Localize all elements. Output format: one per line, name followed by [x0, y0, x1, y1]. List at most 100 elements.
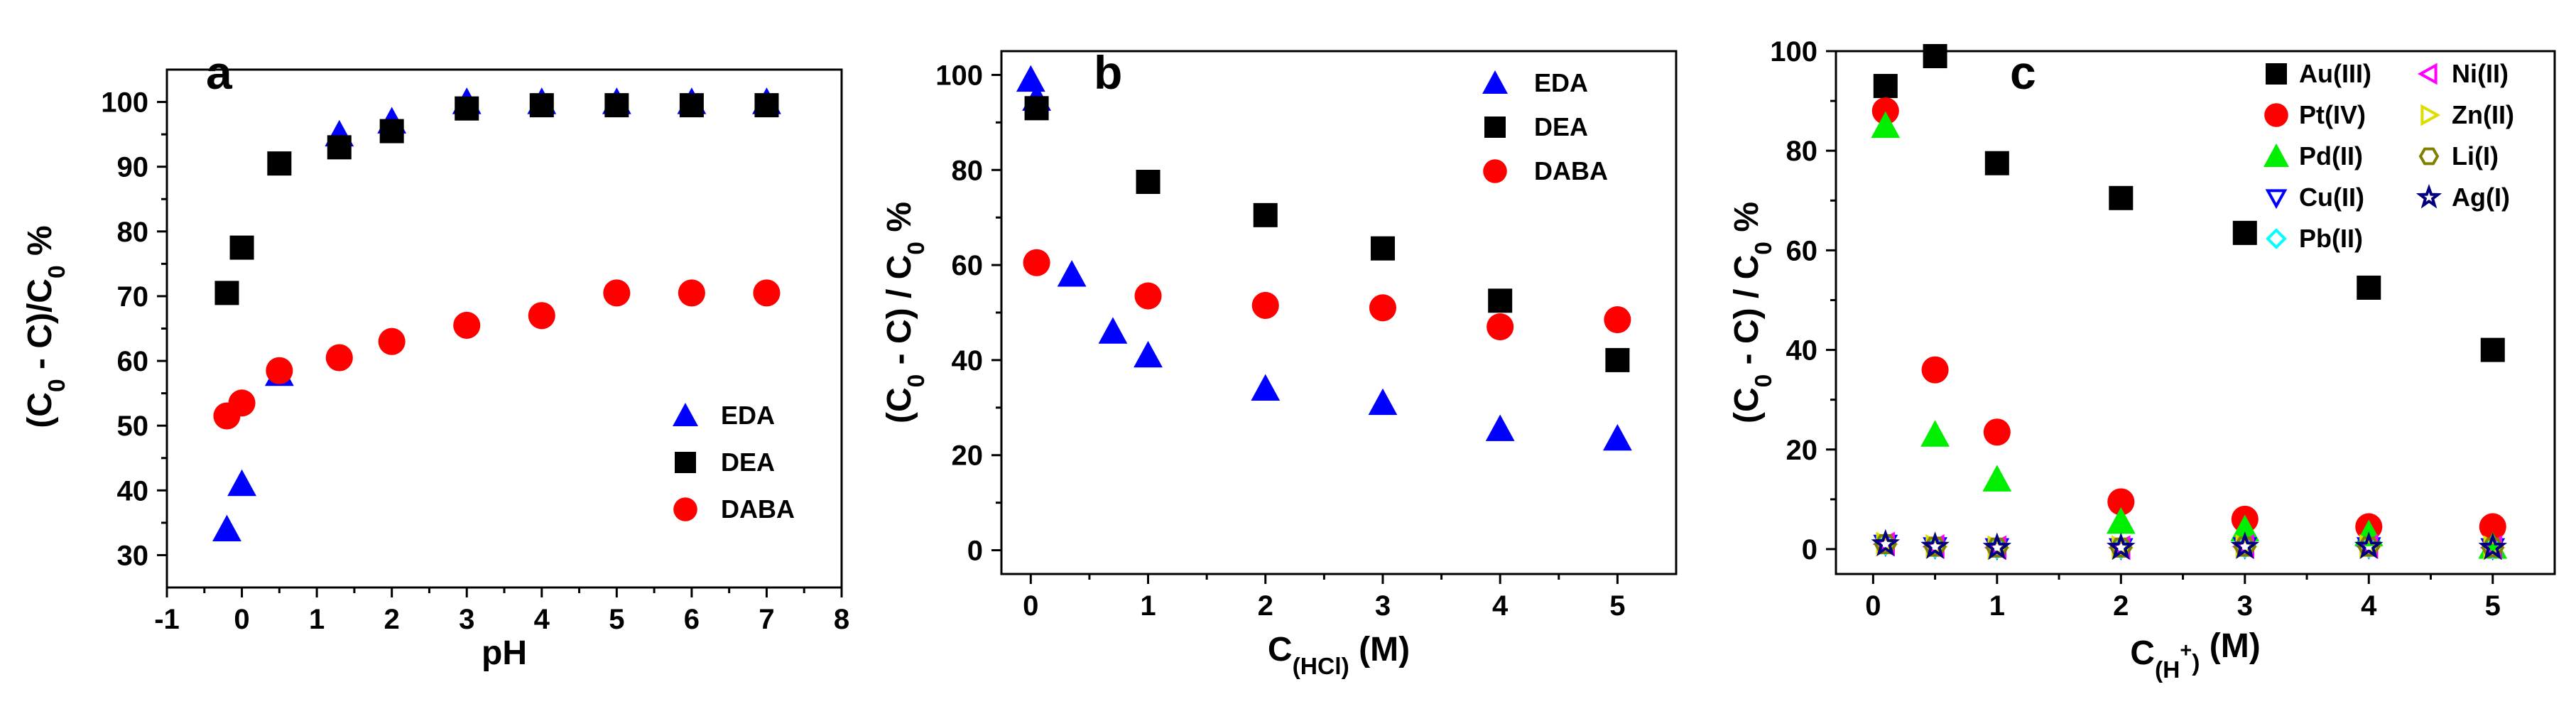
y-tick-label: 100 [1770, 36, 1817, 67]
x-tick-label: 1 [309, 604, 325, 635]
x-tick-label: 2 [384, 604, 400, 635]
x-tick-label: 3 [2237, 590, 2253, 622]
data-point [227, 469, 256, 497]
y-axis-label: (C0 - C) / C0 % [881, 202, 930, 423]
y-tick-label: 40 [952, 345, 984, 377]
legend-item-ag-i: Ag(I) [2415, 183, 2510, 212]
legend-item-cu-ii: Cu(II) [2265, 183, 2364, 212]
data-point [2357, 275, 2381, 300]
data-point [1251, 374, 1281, 401]
legend: EDA DEA DABA [673, 401, 795, 524]
x-axis-label: C(H+) (M) [2130, 627, 2260, 683]
series-eda [212, 87, 781, 541]
data-point [229, 235, 254, 260]
series-zn-ii [1876, 531, 2506, 561]
data-point [2109, 185, 2134, 210]
y-tick-label: 80 [952, 155, 984, 186]
x-tick-label: 5 [1609, 590, 1625, 622]
data-point [1605, 347, 1630, 372]
data-point [325, 344, 353, 372]
legend-marker [1484, 117, 1506, 138]
data-point [1098, 317, 1128, 344]
legend-item-au-iii: Au(III) [2266, 59, 2371, 88]
data-point [2230, 514, 2260, 541]
x-tick-label: 3 [459, 604, 474, 635]
y-tick-label: 60 [952, 250, 984, 281]
data-point [1982, 465, 2012, 492]
panel-a: -1 0 1 2 3 4 5 6 7 8 30 40 50 60 70 80 90 100 pH (C0 - C)/C… [21, 46, 849, 672]
data-point [1604, 305, 1631, 334]
data-point [1871, 529, 1901, 557]
legend-marker [2417, 63, 2438, 85]
x-tick-label: 0 [1023, 590, 1038, 622]
y-tick-label: 80 [117, 217, 149, 248]
legend-marker [1482, 70, 1508, 94]
data-point [379, 119, 404, 143]
legend-marker [1483, 159, 1507, 183]
x-tick-label: 4 [534, 604, 550, 635]
data-point [1602, 423, 1632, 451]
data-point [2107, 532, 2136, 561]
legend-label: Zn(II) [2452, 100, 2514, 129]
series-li-i [1874, 534, 2505, 558]
data-point [1920, 531, 1950, 559]
y-axis-label: (C0 - C)/C0 % [21, 225, 70, 428]
x-tick-label: 4 [2361, 590, 2377, 622]
legend-item-li-i: Li(I) [2418, 141, 2499, 170]
legend-marker [2264, 103, 2288, 127]
data-point [1982, 532, 2012, 561]
data-point [455, 96, 479, 121]
data-point [1920, 420, 1950, 447]
y-tick-label: 80 [1786, 136, 1818, 167]
legend-label: Li(I) [2452, 141, 2499, 170]
data-point [267, 151, 292, 176]
data-point [1057, 260, 1087, 287]
legend-marker [673, 403, 698, 426]
legend-marker [675, 452, 696, 473]
y-tick-label: 60 [117, 346, 149, 377]
legend-marker [2415, 183, 2442, 209]
x-tick-label: 2 [2113, 590, 2129, 622]
y-tick-label: 20 [1786, 435, 1818, 466]
series-au-iii [1873, 44, 2505, 362]
y-tick-label: 40 [1786, 335, 1818, 367]
data-point [214, 281, 239, 305]
data-point [1251, 291, 1279, 320]
legend-marker [2265, 189, 2288, 210]
data-point [753, 279, 781, 307]
data-point [2107, 488, 2135, 516]
data-point [1485, 414, 1515, 441]
y-tick-label: 20 [952, 440, 984, 472]
data-point [1370, 236, 1395, 261]
data-point [529, 93, 554, 118]
x-tick-label: 5 [609, 604, 624, 635]
legend-item-dea: DEA [1484, 112, 1588, 141]
y-tick-label: 30 [117, 540, 149, 571]
legend-item-daba: DABA [1483, 156, 1608, 185]
y-tick-label: 0 [967, 536, 983, 567]
data-point [1871, 111, 1901, 139]
data-point [2479, 513, 2506, 541]
y-axis-label: (C0 - C) / C0 % [1728, 202, 1777, 423]
series-pb-ii [1873, 532, 2505, 560]
series-cu-ii [1873, 534, 2506, 561]
data-point [1024, 96, 1049, 121]
data-point [604, 93, 629, 118]
panel-label: c [2010, 46, 2036, 99]
x-tick-label: 4 [1492, 590, 1509, 622]
data-point [1871, 97, 1899, 125]
data-point [1983, 418, 2011, 446]
data-point [1016, 65, 1045, 92]
data-point [1488, 288, 1513, 313]
legend-label: EDA [721, 401, 775, 430]
y-tick-label: 50 [117, 411, 149, 442]
y-tick-label: 70 [117, 281, 149, 313]
legend-label: Ni(II) [2452, 59, 2509, 88]
data-point [228, 389, 256, 417]
x-tick-label: 0 [1865, 590, 1881, 622]
data-point [453, 311, 481, 339]
data-point [1134, 340, 1163, 368]
legend-label: DABA [721, 494, 795, 524]
legend-item-daba: DABA [673, 494, 795, 524]
